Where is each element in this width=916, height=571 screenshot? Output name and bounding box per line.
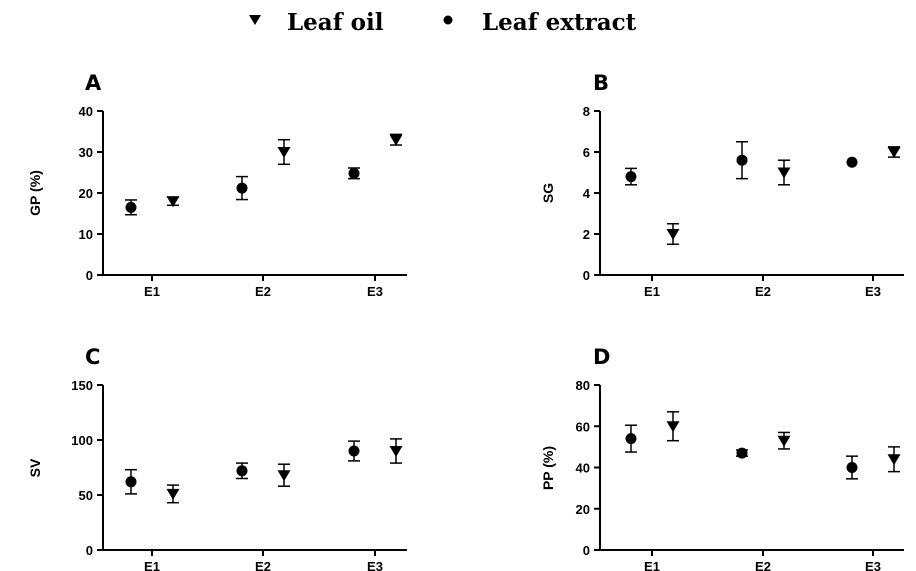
x-tick-label: E3 [865, 284, 881, 299]
y-tick-label: 40 [79, 104, 93, 119]
x-tick-label: E1 [644, 284, 660, 299]
data-point-leaf-extract [736, 447, 748, 459]
x-tick-label: E3 [367, 559, 383, 571]
y-tick-label: 0 [583, 543, 590, 558]
y-tick-label: 0 [583, 268, 590, 283]
panel-letter-d: D [593, 345, 610, 369]
legend: Leaf oil Leaf extract [249, 9, 637, 36]
y-tick-label: 0 [86, 268, 93, 283]
y-tick-label: 6 [583, 145, 590, 160]
y-tick-label: 80 [576, 378, 590, 393]
y-tick-label: 50 [79, 488, 93, 503]
data-point-leaf-oil [277, 470, 291, 482]
y-axis-label: GP (%) [27, 170, 43, 216]
x-tick-label: E1 [644, 559, 660, 571]
y-axis-label: SG [540, 183, 556, 203]
y-tick-label: 60 [576, 419, 590, 434]
panel-letter-c: C [85, 345, 100, 369]
y-tick-label: 10 [79, 227, 93, 242]
legend-marker-leaf-oil [249, 15, 261, 25]
legend-label-leaf-extract: Leaf extract [482, 9, 637, 36]
x-tick-label: E2 [755, 284, 771, 299]
y-tick-label: 8 [583, 104, 590, 119]
data-point-leaf-extract [846, 462, 858, 473]
x-tick-label: E3 [367, 284, 383, 299]
panel-a: A 0 10 20 30 40 E1 E2 E3 GP (%) [27, 71, 407, 299]
data-point-leaf-oil [666, 421, 680, 433]
data-point-leaf-extract [125, 476, 137, 488]
y-tick-label: 20 [576, 502, 590, 517]
data-point-leaf-extract [348, 167, 360, 179]
y-axis-label: PP (%) [540, 446, 556, 490]
x-tick-label: E1 [144, 559, 160, 571]
x-tick-label: E3 [865, 559, 881, 571]
x-tick-label: E2 [755, 559, 771, 571]
y-tick-label: 2 [583, 227, 590, 242]
data-point-leaf-oil [389, 446, 403, 457]
y-tick-label: 4 [583, 186, 591, 201]
y-tick-label: 100 [71, 433, 93, 448]
data-point-leaf-extract [348, 445, 360, 457]
panel-letter-a: A [85, 71, 102, 95]
legend-marker-leaf-extract [443, 15, 453, 25]
y-tick-label: 20 [79, 186, 93, 201]
x-tick-label: E2 [255, 559, 271, 571]
data-point-leaf-oil [777, 167, 791, 179]
data-point-leaf-extract [125, 201, 137, 213]
data-point-leaf-oil [277, 147, 291, 158]
y-tick-label: 30 [79, 145, 93, 160]
chart-panels: A 0 10 20 30 40 E1 E2 E3 GP (%) B 0 2 4 6 8 E1 E2 E3 SG C 0 50… [27, 71, 904, 571]
y-tick-label: 40 [576, 461, 590, 476]
data-point-leaf-extract [846, 156, 858, 168]
data-point-leaf-oil [777, 435, 791, 447]
data-point-leaf-oil [666, 229, 680, 240]
data-point-leaf-oil [389, 134, 403, 146]
panel-letter-b: B [593, 71, 609, 95]
data-point-leaf-oil [887, 454, 901, 466]
x-tick-label: E2 [255, 284, 271, 299]
y-axis-label: SV [27, 458, 43, 477]
data-point-leaf-extract [736, 154, 748, 166]
panel-c: C 0 50 100 150 E1 E2 E3 SV [27, 345, 407, 571]
data-point-leaf-extract [236, 465, 248, 477]
data-point-leaf-extract [236, 182, 248, 194]
y-tick-label: 0 [86, 543, 93, 558]
y-tick-label: 150 [71, 378, 93, 393]
data-point-leaf-extract [625, 433, 637, 445]
panel-b: B 0 2 4 6 8 E1 E2 E3 SG [540, 71, 904, 299]
data-point-leaf-oil [166, 488, 180, 500]
legend-label-leaf-oil: Leaf oil [287, 9, 384, 36]
data-point-leaf-extract [625, 171, 637, 183]
panel-d: D 0 20 40 60 80 E1 E2 E3 PP (%) [540, 345, 904, 571]
x-tick-label: E1 [144, 284, 160, 299]
data-point-leaf-oil [887, 147, 901, 158]
data-point-leaf-oil [166, 196, 180, 208]
